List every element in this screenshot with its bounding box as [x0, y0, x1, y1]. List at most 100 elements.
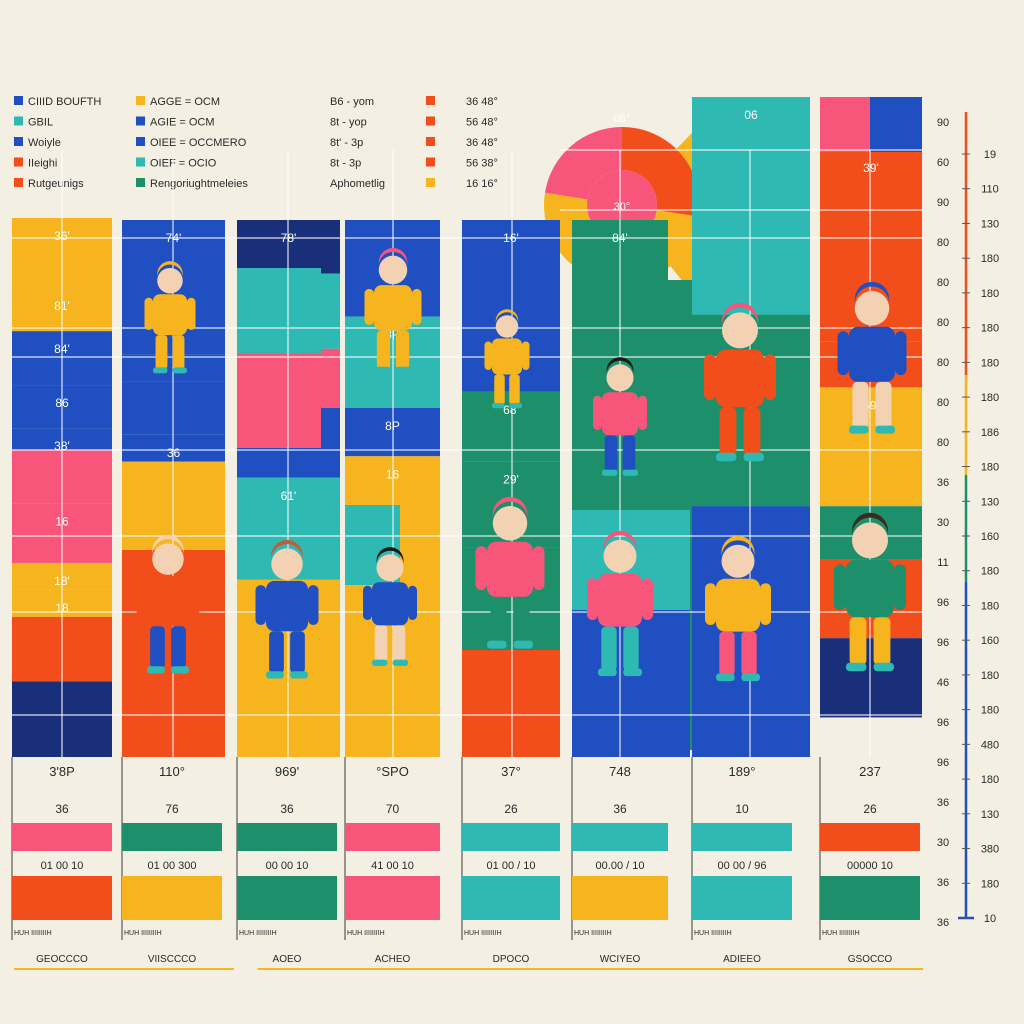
axis-left-label: 36 [937, 917, 949, 929]
shoe [372, 659, 388, 666]
accent-block [237, 353, 321, 448]
axis-right-label: 110 [981, 184, 999, 196]
legend-swatch [426, 137, 435, 146]
axis-left-label: 96 [937, 757, 949, 769]
column-footer: 110° 76 01 00 300 HUH IIIIIIIIH VIISCCCO [121, 757, 222, 965]
axis-right-label: 186 [981, 427, 999, 439]
torso [598, 573, 642, 627]
arm [837, 331, 849, 375]
arm [760, 583, 771, 625]
torso [487, 541, 533, 597]
legend-swatch [14, 178, 23, 187]
legend-swatch [136, 116, 145, 126]
shoe [598, 668, 617, 677]
leg [719, 407, 737, 456]
leg [392, 625, 406, 662]
legend-swatch [14, 137, 23, 146]
swatch-b [742, 823, 792, 851]
code-value: 41 00 10 [371, 860, 414, 872]
axis-right-label: 180 [981, 462, 999, 474]
legend-label: Rengoriughtmeleies [150, 178, 248, 190]
swatch-d [392, 876, 440, 920]
head [606, 364, 634, 392]
axis-left-label: 80 [937, 357, 949, 369]
legend-swatch [426, 157, 435, 167]
code-value: 00000 10 [847, 860, 893, 872]
top-value: 189° [729, 764, 756, 779]
axis-right-label: 180 [981, 392, 999, 404]
axis-left-label: 60 [937, 157, 949, 169]
axis-left-label: 30 [937, 837, 949, 849]
head [378, 255, 408, 285]
legend-label: CIIID BOUFTH [28, 96, 101, 108]
column-footer: 969' 36 00 00 10 HUH IIIIIIIIH AOEO [236, 757, 337, 965]
leg [622, 435, 636, 472]
axis-left-label: 11 [937, 557, 948, 569]
axis-right-label: 130 [981, 809, 999, 821]
shoe [716, 673, 735, 682]
arm [364, 288, 374, 325]
head [721, 544, 755, 578]
torso [266, 580, 308, 632]
axis-left-label: 96 [937, 597, 949, 609]
axis-right-label: 180 [981, 774, 999, 786]
accent-block [462, 650, 560, 757]
arm [895, 331, 907, 375]
figure-boy-yellow-shirt [705, 535, 771, 682]
swatch-c [345, 876, 393, 920]
axis-left-label: 80 [937, 237, 949, 249]
mid-value: 70 [386, 802, 400, 816]
legend-label: GBIL [28, 117, 53, 129]
swatch-d [62, 876, 112, 920]
shoe [147, 666, 165, 674]
accent-block [870, 97, 922, 152]
axis-right-label: 180 [981, 253, 999, 265]
axis-left-label: 80 [937, 317, 949, 329]
arm [894, 564, 906, 610]
figure-boy-pink-sweater [587, 530, 653, 677]
head [852, 522, 888, 559]
legend-swatch [136, 157, 145, 167]
leg [741, 631, 757, 676]
axis-right-label: 380 [981, 844, 999, 856]
swatch-a [572, 823, 620, 851]
mid-value: 26 [863, 802, 877, 816]
arm [187, 297, 196, 330]
swatch-c [692, 876, 742, 920]
shoe [374, 366, 391, 374]
axis-left-label: 36 [937, 797, 949, 809]
swatch-a [820, 823, 870, 851]
leg [376, 330, 391, 369]
legend-label: IIeighi [28, 158, 57, 170]
accent-block [237, 268, 321, 353]
head [376, 554, 404, 582]
arm [533, 546, 545, 590]
code-value: 01 00 10 [41, 860, 84, 872]
figure-teen-green-sweater [834, 512, 906, 672]
axis-left-label: 80 [937, 277, 949, 289]
legend-label: 8t - yop [330, 117, 367, 129]
axis-left-label: 96 [937, 637, 949, 649]
hair [722, 302, 758, 326]
axis-left-label: 36 [937, 877, 949, 889]
legend-label: B6 - yom [330, 96, 374, 108]
cell-label: 29' [503, 473, 519, 487]
arm [638, 395, 647, 430]
code-value: 00 00 / 96 [718, 860, 767, 872]
torso [374, 285, 412, 331]
legend-swatch [136, 96, 145, 105]
column-name: ACHEO [375, 954, 411, 965]
shoe [741, 673, 760, 682]
shoe [875, 425, 895, 434]
head [854, 291, 890, 326]
figure-baby-sitting [484, 309, 530, 409]
column-name: GEOCCCO [36, 954, 88, 965]
hair [157, 261, 183, 278]
shoe [172, 367, 187, 374]
figures [136, 248, 907, 682]
legend-swatch [426, 96, 435, 105]
axis-right-label: 180 [981, 288, 999, 300]
leg [172, 335, 185, 370]
arm [522, 341, 530, 370]
